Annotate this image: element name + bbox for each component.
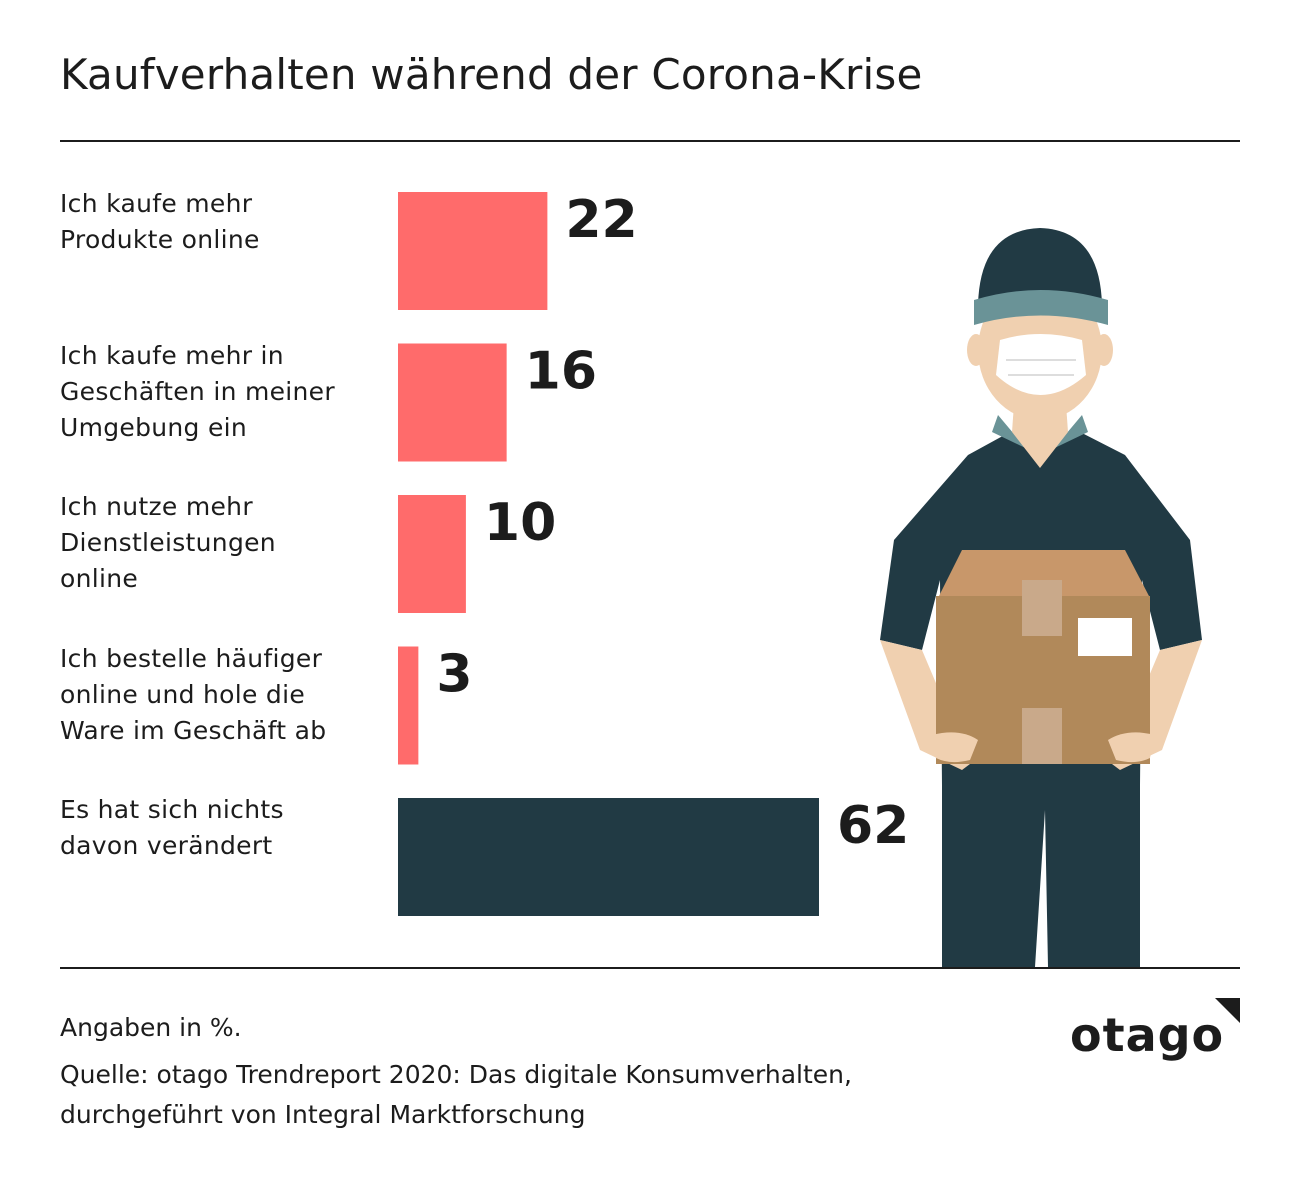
otago-logo-corner-icon: [1215, 998, 1240, 1023]
category-label-4: Ich bestelle häufiger online und hole die…: [60, 641, 390, 749]
category-label-3: Ich nutze mehr Dienstleistungen online: [60, 489, 390, 597]
source-line-1: Quelle: otago Trendreport 2020: Das digi…: [60, 1060, 852, 1089]
category-label-line: online und hole die: [60, 679, 306, 709]
category-label-1: Ich kaufe mehr Produkte online: [60, 186, 390, 258]
category-label-line: Ich bestelle häufiger: [60, 643, 323, 673]
category-label-line: davon verändert: [60, 831, 273, 860]
value-label-1: 22: [565, 190, 637, 250]
category-label-line: Dienstleistungen: [60, 528, 276, 557]
value-label-5: 62: [837, 796, 909, 856]
value-label-4: 3: [436, 645, 472, 705]
category-label-line: online: [60, 564, 139, 593]
source-line-2: durchgeführt von Integral Marktforschung: [60, 1100, 586, 1129]
bar-4: [398, 646, 419, 765]
category-label-line: Produkte online: [60, 225, 260, 254]
source-note: Quelle: otago Trendreport 2020: Das digi…: [60, 1055, 960, 1135]
top-divider: [60, 140, 1240, 142]
bar-3: [398, 495, 466, 613]
category-label-line: Ware im Geschäft ab: [60, 715, 327, 745]
bar-5: [398, 798, 819, 916]
category-label-line: Ich kaufe mehr in: [60, 340, 284, 370]
delivery-person-illustration: [880, 228, 1202, 967]
category-label-line: Umgebung ein: [60, 412, 248, 442]
chart-title: Kaufverhalten während der Corona-Krise: [60, 50, 923, 99]
bar-1: [398, 192, 548, 310]
otago-logo: otago: [1070, 1008, 1225, 1062]
unit-note: Angaben in %.: [60, 1013, 242, 1042]
value-label-3: 10: [484, 493, 556, 553]
value-label-2: 16: [525, 342, 597, 402]
category-label-line: Es hat sich nichts: [60, 795, 284, 824]
category-label-2: Ich kaufe mehr in Geschäften in meiner Umg…: [60, 338, 390, 446]
bar-2: [398, 343, 507, 462]
bar-chart: 22 16 10 3 62: [398, 190, 909, 916]
category-label-line: Geschäften in meiner: [60, 376, 335, 406]
category-label-line: Ich kaufe mehr: [60, 189, 253, 218]
bottom-divider: [60, 967, 1240, 969]
category-label-line: Ich nutze mehr: [60, 492, 253, 521]
category-label-5: Es hat sich nichts davon verändert: [60, 792, 390, 864]
